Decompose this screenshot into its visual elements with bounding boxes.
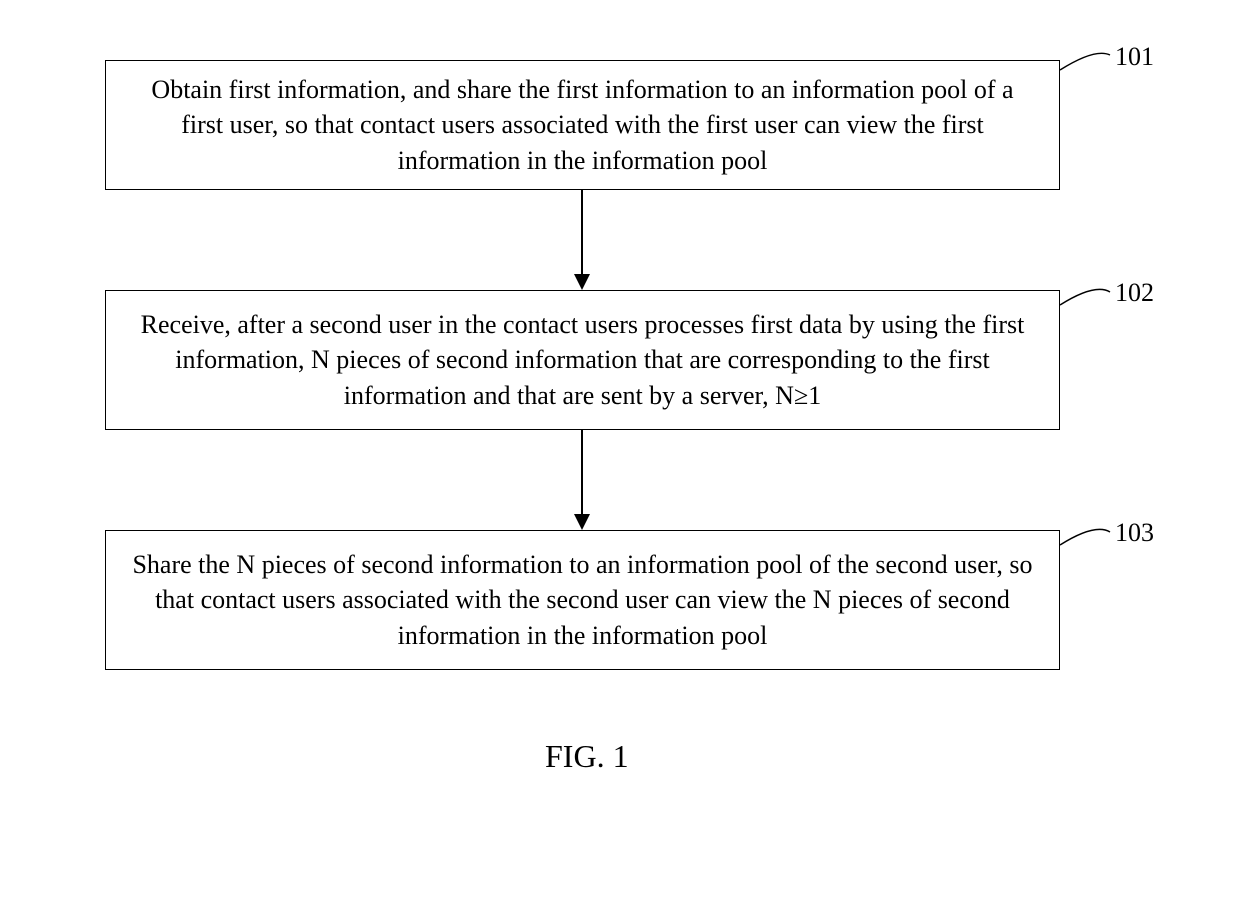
arrow-1-to-2-head <box>574 274 590 290</box>
flowchart-step-1-text: Obtain first information, and share the … <box>130 72 1035 177</box>
arrow-2-to-3-line <box>581 430 583 516</box>
flowchart-step-2: Receive, after a second user in the cont… <box>105 290 1060 430</box>
reference-label-101: 101 <box>1115 42 1154 72</box>
arrow-1-to-2-line <box>581 190 583 276</box>
reference-label-102: 102 <box>1115 278 1154 308</box>
flowchart-container: Obtain first information, and share the … <box>0 0 1240 897</box>
arrow-2-to-3-head <box>574 514 590 530</box>
flowchart-step-2-text: Receive, after a second user in the cont… <box>130 307 1035 412</box>
flowchart-step-1: Obtain first information, and share the … <box>105 60 1060 190</box>
flowchart-step-3-text: Share the N pieces of second information… <box>130 547 1035 652</box>
reference-label-103: 103 <box>1115 518 1154 548</box>
flowchart-step-3: Share the N pieces of second information… <box>105 530 1060 670</box>
figure-caption: FIG. 1 <box>545 738 629 775</box>
